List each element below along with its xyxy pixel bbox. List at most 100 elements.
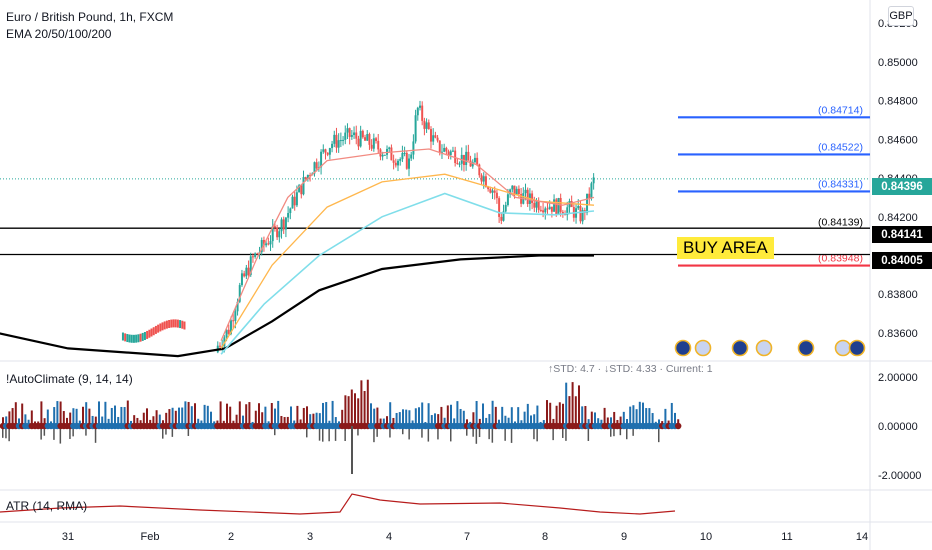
osc-bar	[69, 412, 72, 426]
candle-body	[232, 320, 235, 322]
osc-bar	[18, 418, 20, 426]
y-tick-label: 0.83600	[878, 328, 918, 340]
osc-bar	[635, 409, 638, 426]
ema-legend[interactable]: EMA 20/50/100/200	[6, 27, 112, 41]
osc-bar	[530, 415, 532, 426]
osc-bar	[245, 404, 248, 426]
candle-body	[546, 208, 549, 210]
osc-bar	[30, 410, 33, 426]
osc-bar-neg	[5, 426, 7, 439]
osc-bar	[619, 416, 622, 426]
osc-bar	[152, 416, 155, 426]
osc-bar	[117, 416, 120, 426]
candle-body	[135, 334, 138, 343]
candle-body	[495, 192, 498, 199]
osc-bar	[331, 400, 334, 426]
osc-bar	[312, 413, 315, 426]
buy-area-label: BUY AREA	[677, 237, 774, 259]
candle-body	[414, 115, 417, 142]
candle-body	[282, 219, 285, 230]
level-label: (0.84139)	[818, 217, 863, 229]
candle-body	[513, 185, 516, 196]
x-tick-label: 31	[62, 531, 74, 543]
osc-bar	[453, 418, 456, 426]
candle-body	[227, 329, 230, 334]
osc-bar	[315, 412, 318, 426]
candle-body	[568, 201, 571, 208]
candle-body	[399, 159, 402, 161]
osc-bar-neg	[8, 426, 10, 442]
osc-bar-neg	[306, 426, 308, 438]
osc-bar	[552, 418, 555, 426]
candle-body	[456, 162, 459, 164]
x-tick-label: 7	[464, 531, 470, 543]
osc-bar	[533, 414, 536, 426]
candle-body	[469, 160, 472, 167]
osc-bar	[11, 408, 14, 426]
candle-body	[128, 334, 131, 343]
x-tick-label: 10	[700, 531, 712, 543]
candle-body	[511, 185, 514, 190]
x-tick-label: 9	[621, 531, 627, 543]
event-flag-icon	[674, 339, 692, 357]
osc-bar	[46, 409, 49, 426]
osc-bar	[24, 414, 27, 426]
osc-bar	[85, 402, 88, 426]
currency-button[interactable]: GBP	[888, 6, 914, 26]
atr-legend[interactable]: ATR (14, RMA)	[6, 499, 88, 513]
candle-body	[473, 157, 476, 163]
osc-bar	[21, 403, 24, 426]
candle-body	[412, 141, 415, 155]
osc-bar	[379, 418, 382, 426]
osc-bar	[325, 402, 328, 426]
osc-tick-label: -2.00000	[878, 470, 921, 482]
osc-bar	[59, 401, 62, 426]
candle-body	[331, 143, 334, 149]
candle-body	[491, 190, 494, 193]
osc-bar	[235, 414, 238, 426]
candle-body	[163, 321, 166, 330]
y-tick-label: 0.83800	[878, 289, 918, 301]
osc-bar-neg	[162, 426, 164, 439]
candle-body	[245, 267, 248, 277]
candle-body	[377, 140, 380, 150]
candle-body	[247, 267, 250, 276]
candle-body	[579, 206, 582, 222]
y-tick-label: 0.84600	[878, 134, 918, 146]
osc-bar	[366, 379, 369, 426]
candle-body	[361, 130, 364, 138]
candle-body	[517, 188, 520, 195]
osc-bar	[584, 405, 587, 426]
osc-bar	[40, 401, 43, 426]
osc-bar-neg	[632, 426, 634, 436]
event-flag-icon	[755, 339, 773, 357]
candle-body	[254, 253, 257, 257]
candle-body	[161, 322, 164, 331]
candle-body	[370, 144, 373, 149]
candle-body	[350, 135, 353, 137]
osc-bar	[677, 419, 680, 426]
candle-body	[372, 138, 375, 149]
autoclimate-legend[interactable]: !AutoClimate (9, 14, 14)	[6, 372, 133, 386]
osc-bar	[373, 408, 376, 426]
osc-bar	[360, 380, 363, 426]
ema200-line	[0, 254, 594, 358]
osc-bar	[491, 400, 494, 426]
osc-bar	[91, 415, 94, 426]
candle-body	[328, 148, 331, 155]
osc-bar	[418, 407, 420, 426]
candle-body	[553, 199, 556, 212]
candle-body	[581, 210, 584, 222]
osc-bar	[142, 412, 145, 426]
osc-bar	[210, 411, 212, 426]
candle-body	[295, 192, 298, 206]
osc-bar	[389, 402, 392, 426]
candle-body	[249, 256, 252, 276]
candle-body	[324, 149, 327, 153]
osc-bar	[590, 411, 593, 426]
osc-bar-neg	[318, 426, 321, 441]
osc-bar-neg	[475, 426, 478, 444]
candle-body	[539, 209, 542, 211]
candle-body	[359, 130, 362, 147]
